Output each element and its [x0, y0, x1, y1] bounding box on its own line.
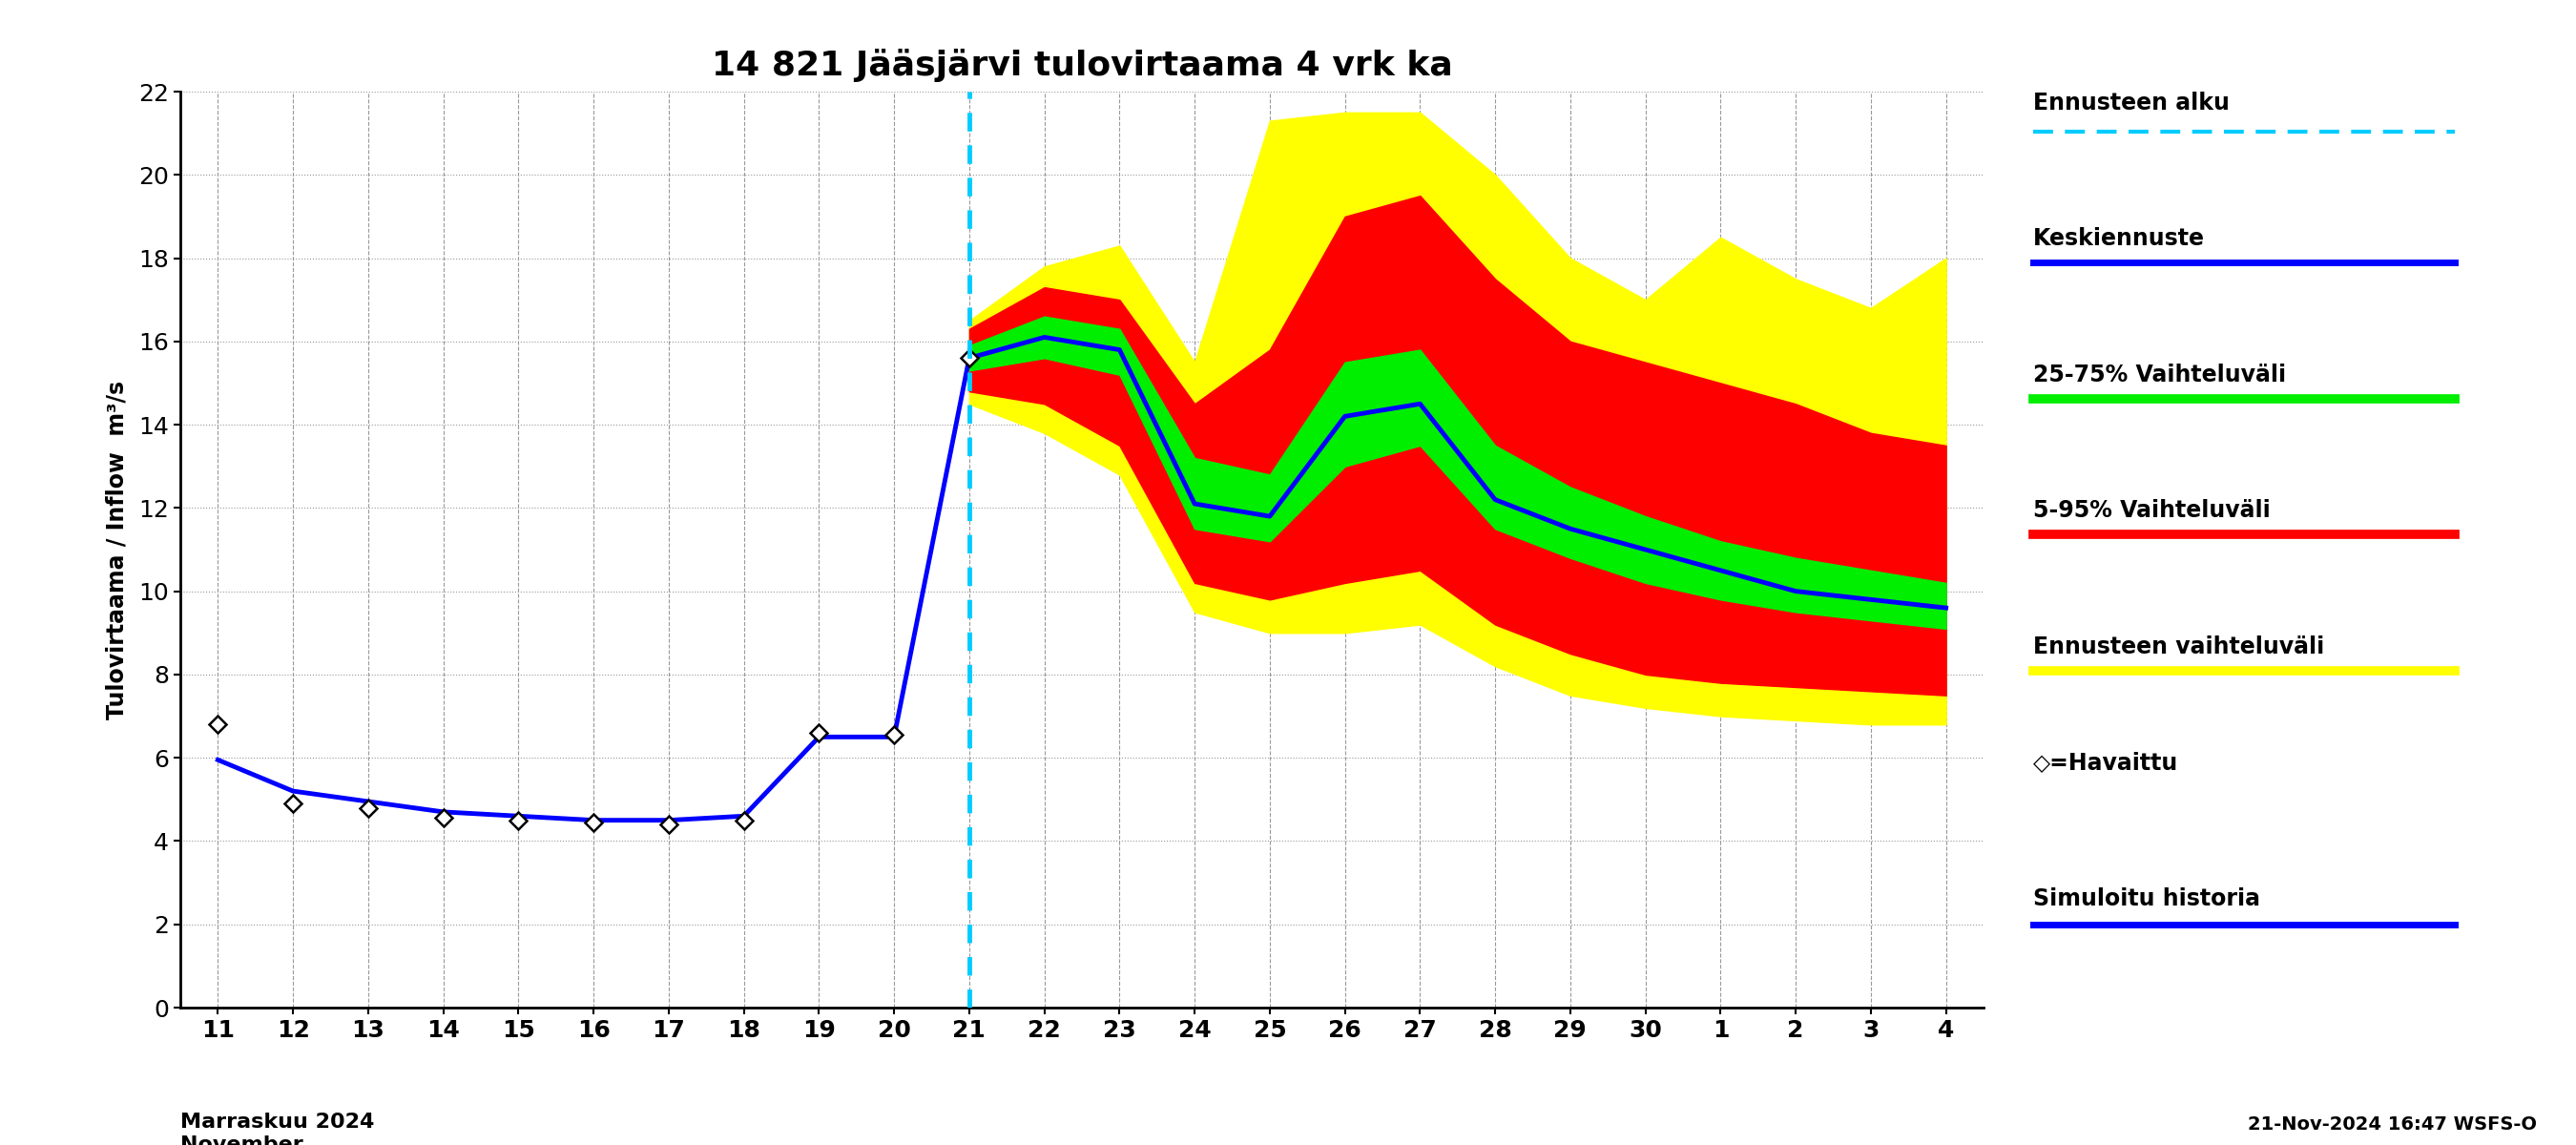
Text: ◇=Havaittu: ◇=Havaittu [2032, 751, 2177, 774]
Y-axis label: Tulovirtaama / Inflow  m³/s: Tulovirtaama / Inflow m³/s [106, 380, 129, 719]
Text: Ennusteen alku: Ennusteen alku [2032, 92, 2228, 114]
Text: 5-95% Vaihteluväli: 5-95% Vaihteluväli [2032, 499, 2269, 522]
Text: Keskiennuste: Keskiennuste [2032, 227, 2205, 250]
Text: 25-75% Vaihteluväli: 25-75% Vaihteluväli [2032, 363, 2285, 386]
Text: Ennusteen vaihteluväli: Ennusteen vaihteluväli [2032, 635, 2324, 658]
Title: 14 821 Jääsjärvi tulovirtaama 4 vrk ka: 14 821 Jääsjärvi tulovirtaama 4 vrk ka [711, 49, 1453, 82]
Text: Marraskuu 2024
November: Marraskuu 2024 November [180, 1113, 374, 1145]
Text: Simuloitu historia: Simuloitu historia [2032, 887, 2259, 910]
Text: 21-Nov-2024 16:47 WSFS-O: 21-Nov-2024 16:47 WSFS-O [2249, 1115, 2537, 1134]
